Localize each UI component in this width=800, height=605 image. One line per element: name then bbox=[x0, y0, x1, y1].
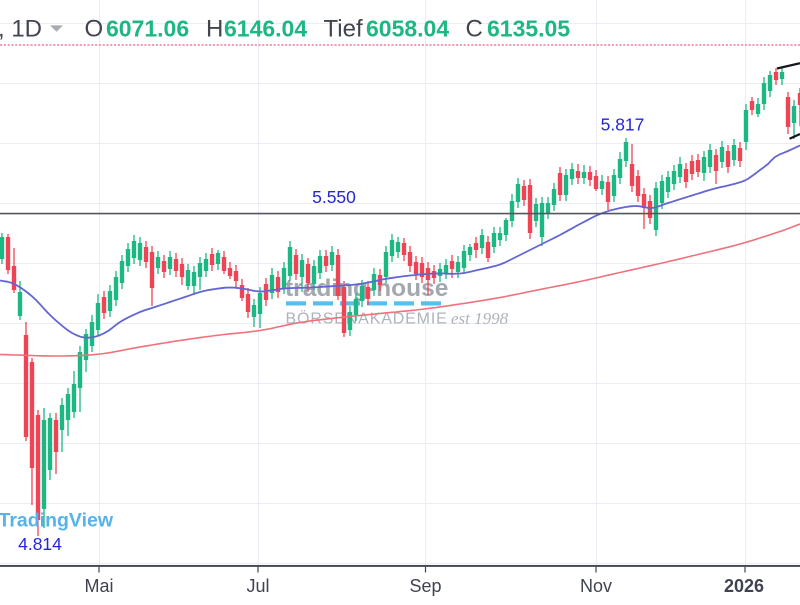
svg-text:, 1D: , 1D bbox=[0, 15, 42, 42]
svg-text:est 1998: est 1998 bbox=[451, 309, 509, 328]
svg-text:H: H bbox=[206, 15, 223, 42]
svg-text:5.550: 5.550 bbox=[312, 187, 356, 207]
svg-text:4.814: 4.814 bbox=[18, 534, 62, 554]
svg-text:Tief: Tief bbox=[324, 15, 363, 42]
svg-text:6058.04: 6058.04 bbox=[366, 15, 449, 41]
svg-text:TradingView: TradingView bbox=[0, 509, 114, 531]
svg-text:O: O bbox=[85, 15, 104, 42]
svg-text:Sep: Sep bbox=[409, 576, 441, 596]
svg-text:Nov: Nov bbox=[580, 576, 612, 596]
svg-text:2026: 2026 bbox=[724, 576, 764, 596]
svg-text:Jul: Jul bbox=[246, 576, 269, 596]
svg-text:6135.05: 6135.05 bbox=[487, 15, 570, 41]
svg-text:5.817: 5.817 bbox=[601, 115, 645, 135]
svg-text:6146.04: 6146.04 bbox=[224, 15, 307, 41]
svg-text:BÖRSENAKADEMIE: BÖRSENAKADEMIE bbox=[286, 310, 448, 328]
svg-text:C: C bbox=[466, 15, 483, 42]
svg-text:6071.06: 6071.06 bbox=[106, 15, 189, 41]
svg-text:Mai: Mai bbox=[84, 576, 113, 596]
